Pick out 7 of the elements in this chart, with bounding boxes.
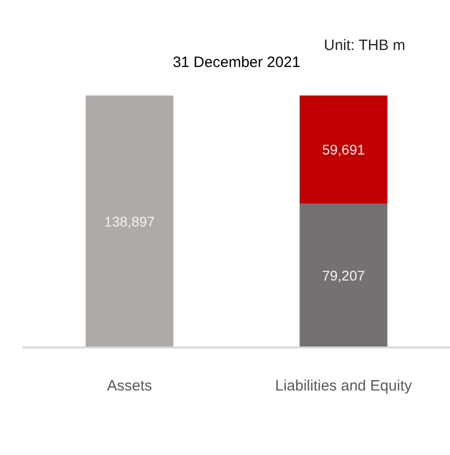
chart-title: 31 December 2021 <box>172 54 300 71</box>
x-tick-label: Assets <box>106 378 152 394</box>
x-tick-label: Liabilities and Equity <box>275 378 412 394</box>
text: Unit: THB m <box>324 37 406 54</box>
data-label: 79,207 <box>322 268 366 284</box>
data-label: 138,897 <box>104 214 156 230</box>
data-label: 59,691 <box>322 142 366 158</box>
